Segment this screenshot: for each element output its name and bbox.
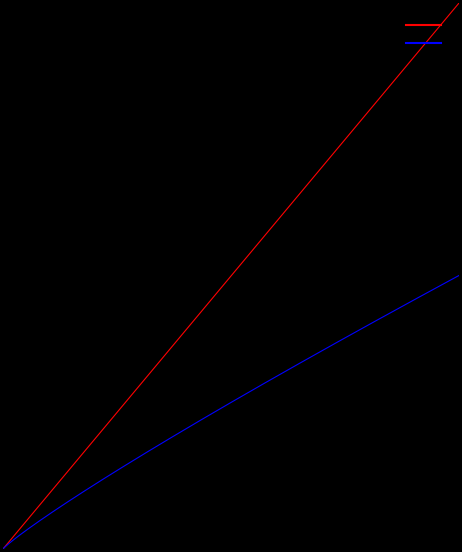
Legend:  ,  : , (395, 10, 452, 59)
